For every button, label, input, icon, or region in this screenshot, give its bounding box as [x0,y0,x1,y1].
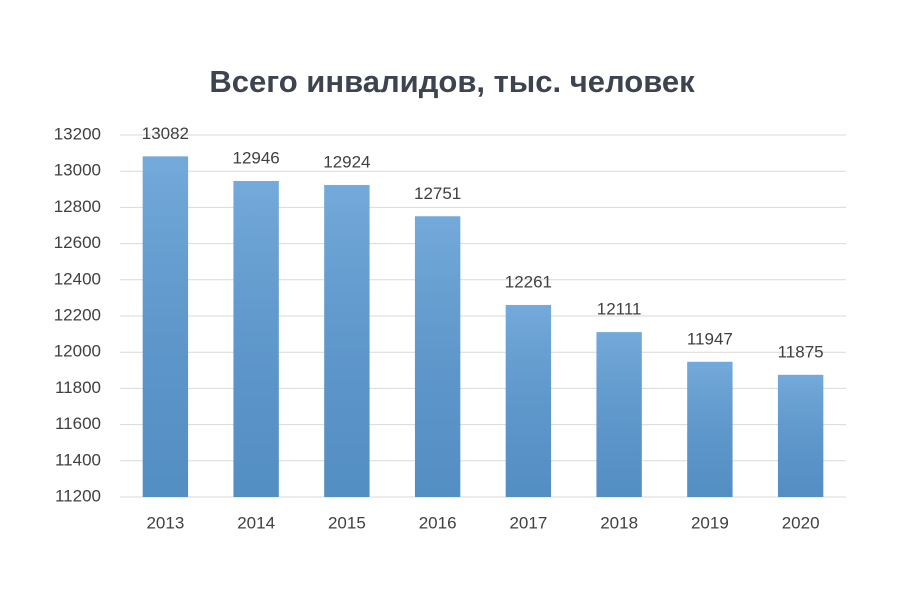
bar [233,180,279,497]
y-tick-label: 11200 [55,486,101,505]
value-label: 11875 [778,342,824,361]
value-label: 13082 [142,124,189,143]
x-tick-label: 2013 [146,513,184,532]
value-label: 12111 [597,300,642,319]
y-tick-label: 12600 [54,233,101,252]
bar [324,184,370,497]
x-tick-label: 2020 [782,513,820,532]
y-tick-label: 13000 [54,161,101,180]
chart-title: Всего инвалидов, тыс. человек [209,64,695,99]
value-label: 12751 [414,184,461,203]
value-label: 12946 [232,148,279,167]
y-tick-label: 12000 [54,342,101,361]
y-tick-label: 11400 [55,450,101,469]
x-tick-label: 2016 [419,513,457,532]
x-tick-label: 2015 [328,513,366,532]
x-tick-label: 2014 [237,513,275,532]
value-label: 12261 [505,272,552,291]
bar [687,361,733,497]
x-tick-label: 2018 [600,513,638,532]
bar [596,332,642,497]
y-tick-label: 13200 [54,124,101,143]
bar [777,374,824,497]
y-tick-label: 12400 [54,269,101,288]
bar [414,216,461,498]
y-tick-label: 12200 [54,305,101,324]
value-label: 12924 [323,152,370,171]
value-label: 11947 [687,329,733,348]
x-tick-label: 2017 [509,513,547,532]
bar [505,304,552,497]
x-tick-label: 2019 [691,513,729,532]
y-tick-label: 12800 [54,197,101,216]
bar [142,156,189,497]
y-tick-label: 11600 [55,414,101,433]
y-tick-label: 11800 [55,378,101,397]
